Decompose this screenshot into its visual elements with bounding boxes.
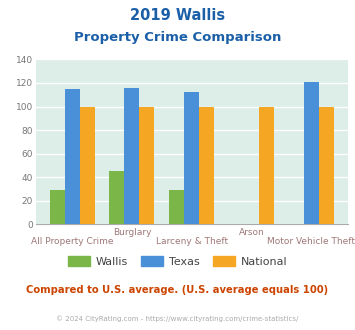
Bar [80,107,94,224]
Bar [65,89,80,224]
Text: All Property Crime: All Property Crime [31,237,113,246]
Text: Property Crime Comparison: Property Crime Comparison [74,31,281,44]
Text: 2019 Wallis: 2019 Wallis [130,8,225,23]
Bar [319,107,334,224]
Bar [169,190,184,224]
Text: Motor Vehicle Theft: Motor Vehicle Theft [267,237,355,246]
Text: Arson: Arson [239,228,264,237]
Bar [199,107,214,224]
Bar [125,88,140,224]
Text: Larceny & Theft: Larceny & Theft [155,237,228,246]
Bar [304,82,319,224]
Bar [50,190,65,224]
Legend: Wallis, Texas, National: Wallis, Texas, National [63,251,292,271]
Text: Burglary: Burglary [113,228,151,237]
Text: © 2024 CityRating.com - https://www.cityrating.com/crime-statistics/: © 2024 CityRating.com - https://www.city… [56,315,299,322]
Bar [140,107,154,224]
Bar [259,107,274,224]
Bar [109,171,125,224]
Bar [184,92,199,224]
Text: Compared to U.S. average. (U.S. average equals 100): Compared to U.S. average. (U.S. average … [26,285,329,295]
